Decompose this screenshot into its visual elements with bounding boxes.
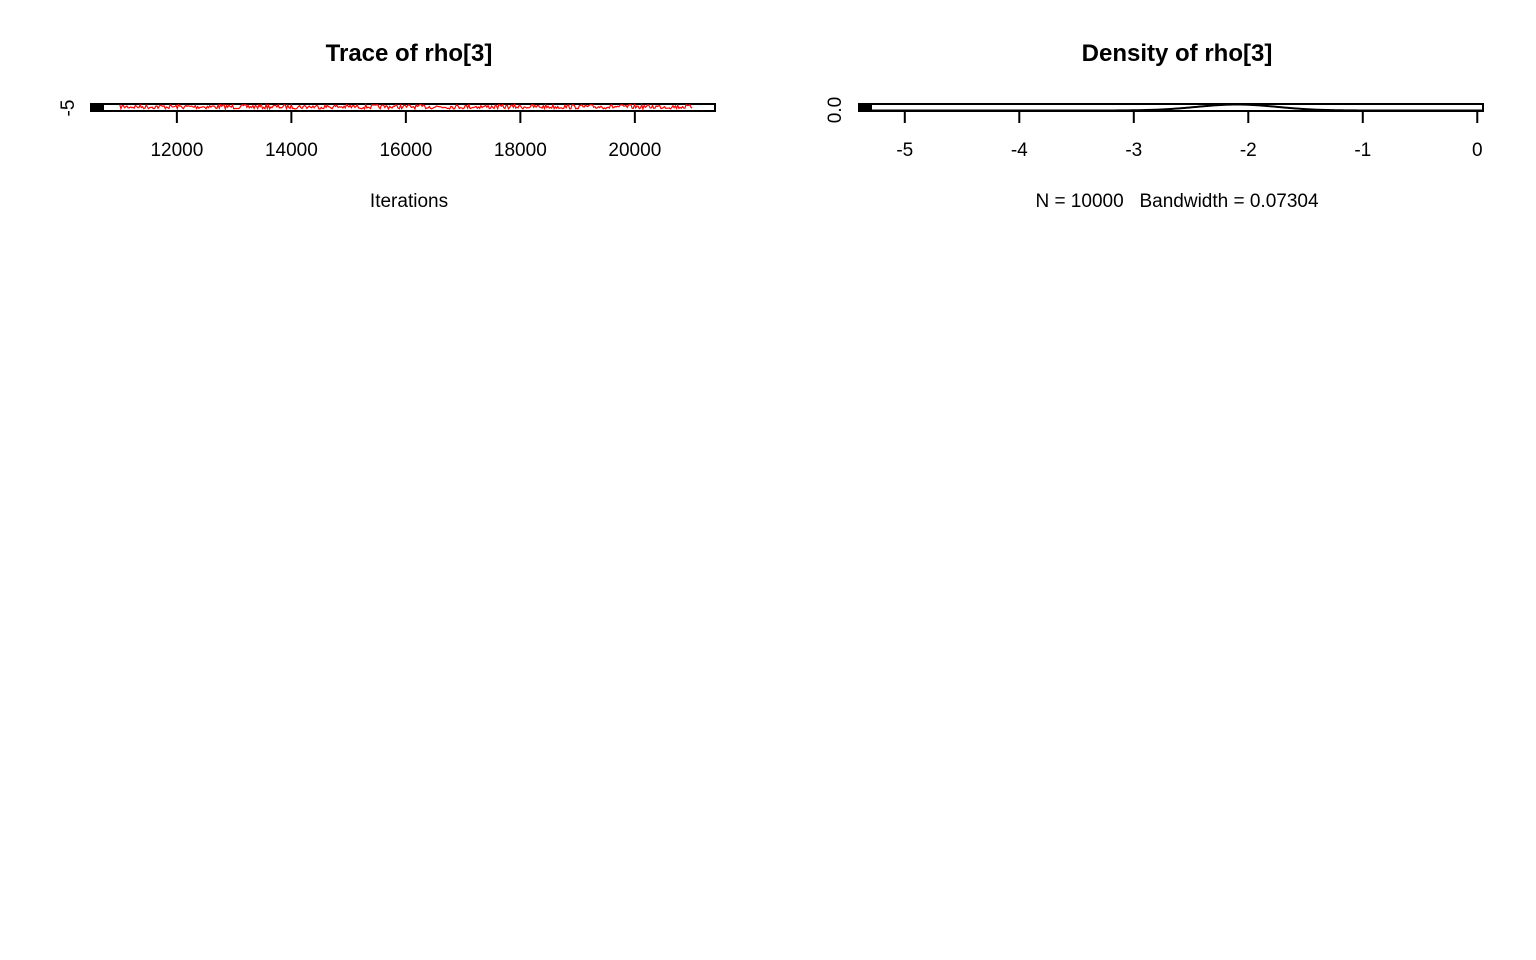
trace-x-tick-label: 16000 [379, 140, 432, 161]
trace-x-tick-label: 12000 [150, 140, 203, 161]
trace-x-tick-label: 18000 [494, 140, 547, 161]
density-x-axis-label: N = 10000 Bandwidth = 0.07304 [1035, 191, 1319, 212]
trace-x-axis-label: Iterations [370, 191, 448, 212]
trace-line [119, 102, 693, 112]
trace-panel: Trace of rho[3] 12000 14000 16000 18000 2000… [58, 40, 716, 212]
density-x-tick-label: -2 [1240, 140, 1257, 161]
trace-y-tick-label: -5 [58, 100, 79, 117]
density-x-tick-label: -5 [896, 140, 913, 161]
density-panel: Density of rho[3] -5 -4 -3 -2 -1 0 0.0 N = 10… [825, 40, 1484, 212]
density-curve [859, 103, 1482, 112]
density-y-tick-label: 0.0 [825, 97, 846, 123]
density-title: Density of rho[3] [1082, 40, 1273, 67]
density-x-tick-label: -3 [1125, 140, 1142, 161]
density-y-axis-marker [858, 104, 872, 111]
density-x-axis: -5 -4 -3 -2 -1 0 [896, 111, 1483, 161]
trace-series [119, 102, 693, 112]
trace-title: Trace of rho[3] [326, 40, 493, 67]
trace-x-axis: 12000 14000 16000 18000 20000 [150, 111, 661, 161]
density-x-tick-label: -4 [1011, 140, 1028, 161]
density-x-tick-label: -1 [1354, 140, 1371, 161]
density-x-tick-label: 0 [1472, 140, 1483, 161]
trace-x-tick-label: 20000 [608, 140, 661, 161]
trace-y-axis-marker [90, 104, 104, 111]
trace-x-tick-label: 14000 [265, 140, 318, 161]
